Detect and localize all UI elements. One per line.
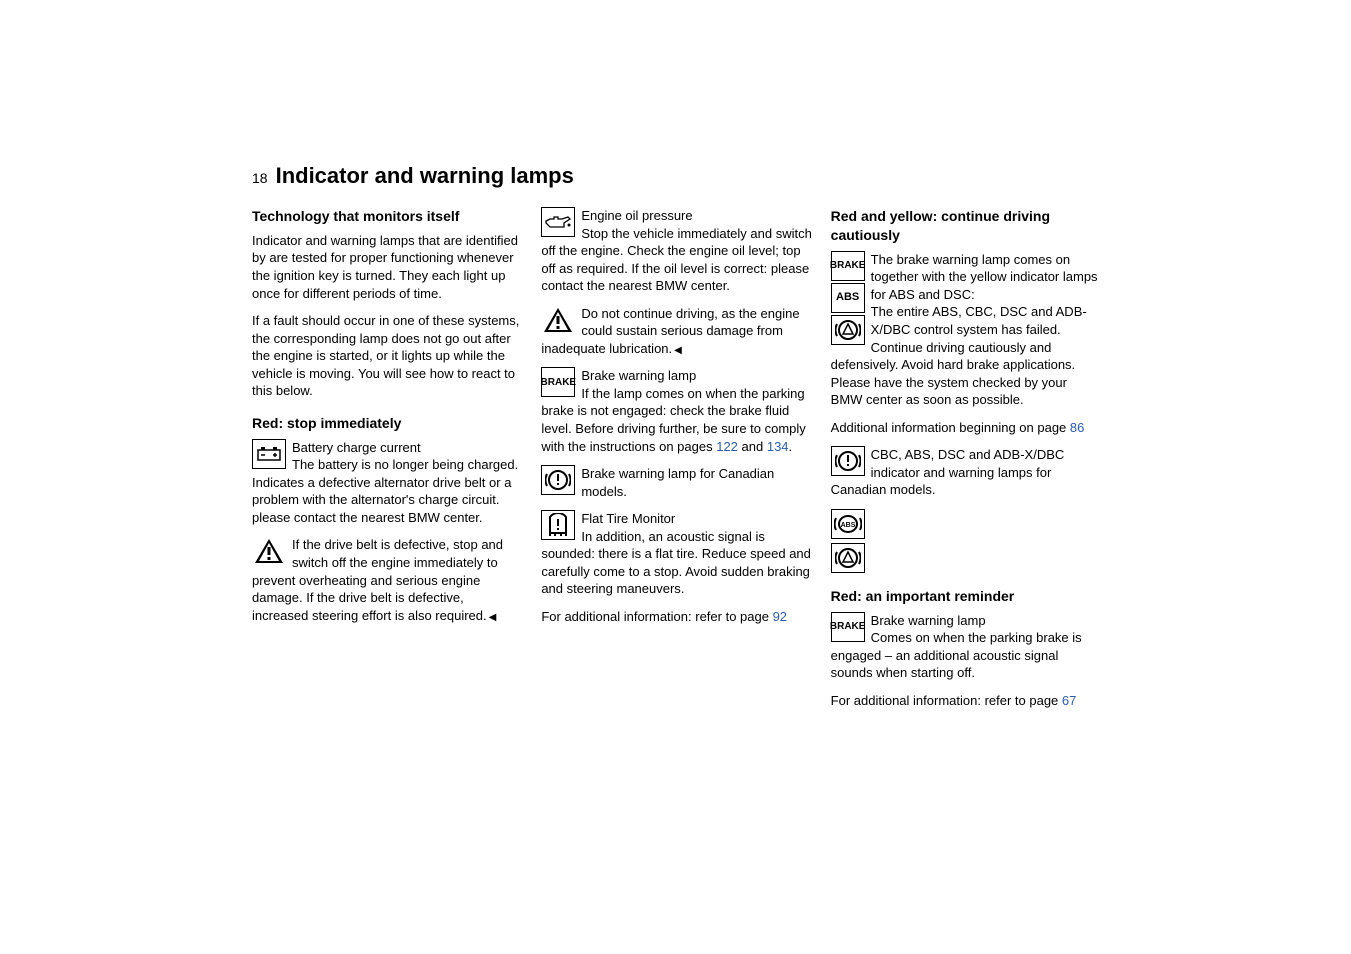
brake-text-icon: BRAKE [541, 367, 575, 397]
battery-text: The battery is no longer being charged. … [252, 457, 518, 525]
oil-can-icon [541, 207, 575, 237]
heading-red-stop: Red: stop immediately [252, 414, 523, 433]
columns: Technology that monitors itself Indicato… [252, 207, 1102, 720]
block-warning-belt: If the drive belt is defective, stop and… [252, 536, 523, 624]
link-86[interactable]: 86 [1070, 420, 1084, 435]
brake-text-icon: BRAKE [831, 612, 865, 642]
pbrake-title: Brake warning lamp [871, 613, 986, 628]
pbrake-more-a: For additional information: refer to pag… [831, 693, 1062, 708]
block-flat-tire: Flat Tire Monitor In addition, an acoust… [541, 510, 812, 598]
page-header: 18 Indicator and warning lamps [252, 163, 1102, 189]
sys-text: The entire ABS, CBC, DSC and ADB-X/DBC c… [831, 304, 1087, 407]
block-warning-oil: Do not continue driving, as the engine c… [541, 305, 812, 358]
pbrake-text: Comes on when the parking brake is engag… [831, 630, 1082, 680]
block-parking-brake: BRAKE Brake warning lamp Comes on when t… [831, 612, 1102, 682]
triangle-circle-icon [831, 315, 865, 345]
para-intro-1: Indicator and warning lamps that are ide… [252, 232, 523, 302]
flat-title: Flat Tire Monitor [581, 511, 675, 526]
oil-title: Engine oil pressure [581, 208, 692, 223]
heading-technology: Technology that monitors itself [252, 207, 523, 226]
flat-more: For additional information: refer to pag… [541, 608, 812, 626]
block-system-fail: BRAKE ABS The brake warning lamp comes o… [831, 251, 1102, 409]
flat-tire-icon [541, 510, 575, 540]
warning-triangle-icon [252, 536, 286, 566]
block-oil: Engine oil pressure Stop the vehicle imm… [541, 207, 812, 295]
link-122[interactable]: 122 [716, 439, 738, 454]
page-number: 18 [252, 170, 268, 186]
battery-icon [252, 439, 286, 469]
brake-title: Brake warning lamp [581, 368, 696, 383]
page-title: Indicator and warning lamps [276, 163, 574, 189]
abs-text-icon: ABS [831, 283, 865, 313]
para-intro-2: If a fault should occur in one of these … [252, 312, 523, 400]
brake-ca-text: Brake warning lamp for Canadian models. [581, 466, 774, 499]
flat-text: In addition, an acoustic signal is sound… [541, 529, 811, 597]
manual-page: 18 Indicator and warning lamps Technolog… [252, 163, 1102, 720]
brake-circle-icon [831, 446, 865, 476]
brake-circle-icon [541, 465, 575, 495]
link-67[interactable]: 67 [1062, 693, 1076, 708]
standalone-ca-icons: ABS [831, 509, 1102, 573]
heading-red-yellow: Red and yellow: continue driving cautiou… [831, 207, 1102, 245]
block-battery: Battery charge current The battery is no… [252, 439, 523, 527]
sys-more: Additional information beginning on page… [831, 419, 1102, 437]
svg-text:ABS: ABS [840, 522, 855, 529]
warning-oil-text: Do not continue driving, as the engine c… [541, 306, 799, 356]
column-2: Engine oil pressure Stop the vehicle imm… [541, 207, 812, 720]
block-brake: BRAKE Brake warning lamp If the lamp com… [541, 367, 812, 455]
brake-text-b: and [738, 439, 767, 454]
heading-red-reminder: Red: an important reminder [831, 587, 1102, 606]
pbrake-more: For additional information: refer to pag… [831, 692, 1102, 710]
abs-circle-icon: ABS [831, 509, 865, 539]
column-3: Red and yellow: continue driving cautiou… [831, 207, 1102, 720]
block-ca-indicators: CBC, ABS, DSC and ADB-X/DBC indicator an… [831, 446, 1102, 499]
column-1: Technology that monitors itself Indicato… [252, 207, 523, 720]
block-brake-ca: Brake warning lamp for Canadian models. [541, 465, 812, 500]
warning-triangle-icon [541, 305, 575, 335]
link-92[interactable]: 92 [773, 609, 787, 624]
oil-text: Stop the vehicle immediately and switch … [541, 226, 812, 294]
brake-text-c: . [789, 439, 793, 454]
sys-more-a: Additional information beginning on page [831, 420, 1070, 435]
brake-text-icon: BRAKE [831, 251, 865, 281]
ca-text: CBC, ABS, DSC and ADB-X/DBC indicator an… [831, 447, 1065, 497]
icon-stack-brake-abs-triangle: BRAKE ABS [831, 251, 865, 347]
warning-belt-text: If the drive belt is defective, stop and… [252, 537, 503, 622]
sys-title: The brake warning lamp comes on together… [871, 252, 1098, 302]
link-134[interactable]: 134 [767, 439, 789, 454]
battery-title: Battery charge current [292, 440, 421, 455]
flat-more-a: For additional information: refer to pag… [541, 609, 772, 624]
triangle-circle-icon [831, 543, 865, 573]
